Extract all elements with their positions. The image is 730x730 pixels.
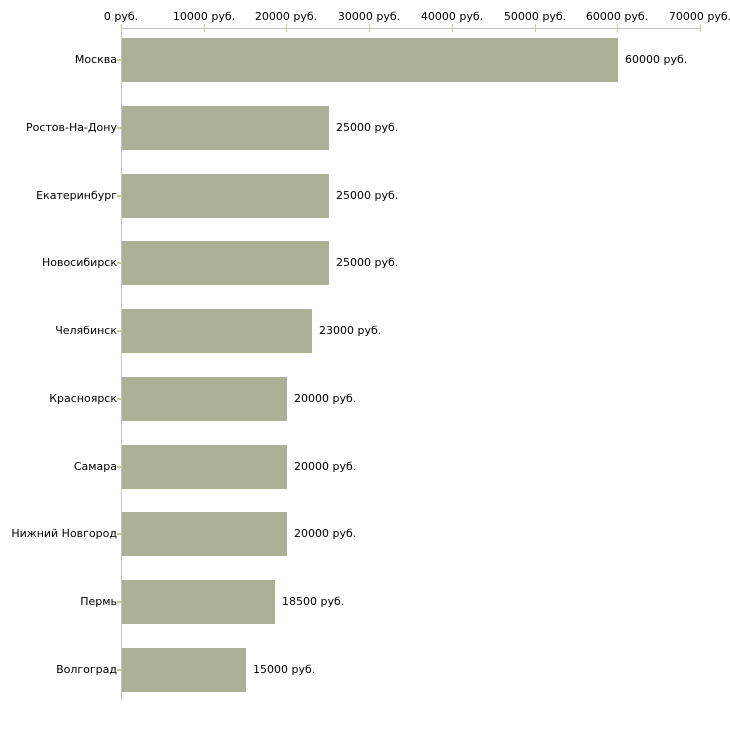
category-label: Новосибирск: [41, 256, 117, 269]
y-axis-line: [121, 28, 122, 700]
x-axis-tick-mark: [452, 24, 453, 32]
category-label: Ростов-На-Дону: [25, 121, 117, 134]
x-axis-tick-label: 50000 руб.: [503, 10, 567, 23]
value-label: 20000 руб.: [294, 460, 357, 473]
x-axis-tick-label: 20000 руб.: [254, 10, 318, 23]
x-axis-tick-mark: [204, 24, 205, 32]
value-label: 20000 руб.: [294, 392, 357, 405]
value-label: 20000 руб.: [294, 527, 357, 540]
x-axis-tick-label: 30000 руб.: [337, 10, 401, 23]
value-label: 23000 руб.: [319, 324, 382, 337]
x-axis-tick-label: 0 руб.: [103, 10, 139, 23]
category-label: Пермь: [80, 595, 117, 608]
category-label: Москва: [74, 53, 117, 66]
category-tick-mark: [117, 127, 121, 129]
category-tick-mark: [117, 330, 121, 332]
value-label: 15000 руб.: [253, 663, 316, 676]
x-axis-tick-label: 40000 руб.: [420, 10, 484, 23]
value-label: 25000 руб.: [336, 256, 399, 269]
value-label: 25000 руб.: [336, 189, 399, 202]
category-tick-mark: [117, 398, 121, 400]
bar: [122, 309, 312, 353]
category-label: Волгоград: [56, 663, 117, 676]
bar: [122, 580, 275, 624]
bar: [122, 106, 329, 150]
category-tick-mark: [117, 59, 121, 61]
x-axis-tick-mark: [121, 24, 122, 32]
value-label: 25000 руб.: [336, 121, 399, 134]
bar: [122, 445, 287, 489]
x-axis-tick-label: 10000 руб.: [172, 10, 236, 23]
x-axis-tick-mark: [369, 24, 370, 32]
x-axis-tick-mark: [286, 24, 287, 32]
bar: [122, 241, 329, 285]
value-label: 60000 руб.: [625, 53, 688, 66]
x-axis-tick-label: 70000 руб.: [668, 10, 730, 23]
category-tick-mark: [117, 262, 121, 264]
bar: [122, 512, 287, 556]
x-axis-tick-label: 60000 руб.: [585, 10, 649, 23]
category-label: Екатеринбург: [36, 189, 117, 202]
category-label: Нижний Новгород: [11, 527, 117, 540]
bar: [122, 174, 329, 218]
category-tick-mark: [117, 669, 121, 671]
bar: [122, 648, 246, 692]
x-axis-line: [121, 28, 701, 29]
category-tick-mark: [117, 601, 121, 603]
category-label: Челябинск: [55, 324, 117, 337]
x-axis-tick-mark: [535, 24, 536, 32]
category-label: Красноярск: [49, 392, 117, 405]
value-label: 18500 руб.: [282, 595, 345, 608]
category-tick-mark: [117, 533, 121, 535]
bar: [122, 377, 287, 421]
x-axis-tick-mark: [700, 24, 701, 32]
category-label: Самара: [73, 460, 117, 473]
category-tick-mark: [117, 195, 121, 197]
bar: [122, 38, 618, 82]
x-axis-tick-mark: [617, 24, 618, 32]
category-tick-mark: [117, 466, 121, 468]
